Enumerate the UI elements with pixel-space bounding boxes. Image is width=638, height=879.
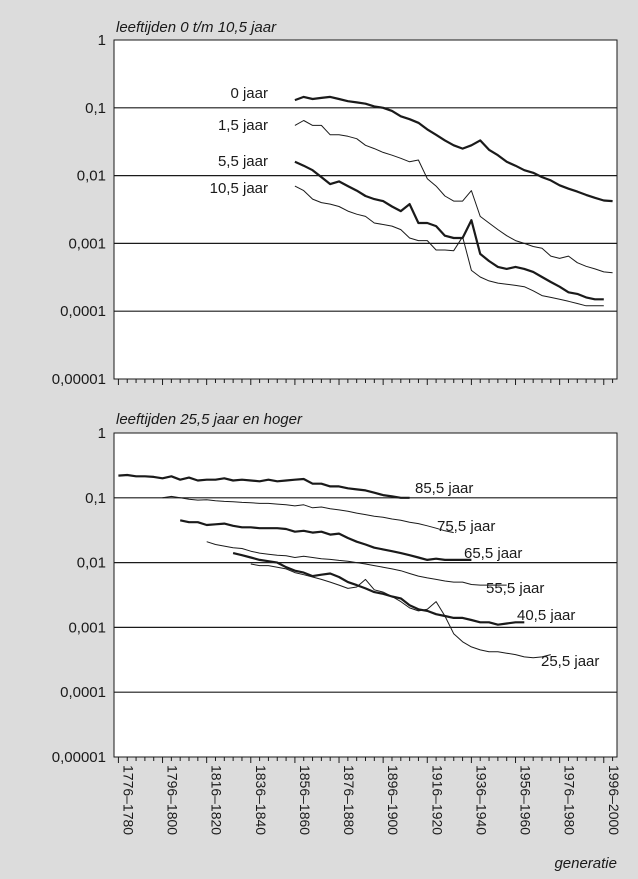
y-tick-label-1-3: 0,001 bbox=[68, 235, 106, 252]
series-label-2-5: 40,5 jaar bbox=[517, 607, 575, 624]
series-label-1-1: 0 jaar bbox=[230, 85, 268, 102]
series-line-1-3 bbox=[294, 160, 604, 301]
x-tick-label-7: 1916–1920 bbox=[429, 765, 445, 835]
series-label-2-4: 55,5 jaar bbox=[486, 580, 544, 597]
y-tick-label-1-0: 1 bbox=[98, 32, 106, 49]
x-tick-label-3: 1836–1840 bbox=[253, 765, 269, 835]
x-tick-label-4: 1856–1860 bbox=[297, 765, 313, 835]
series-line-2-5 bbox=[232, 552, 525, 626]
plot-area-2 bbox=[113, 432, 618, 758]
plot-area-1 bbox=[113, 39, 618, 380]
x-tick-label-1: 1796–1800 bbox=[165, 765, 181, 835]
x-tick-label-9: 1956–1960 bbox=[518, 765, 534, 835]
y-tick-label-1-5: 0,00001 bbox=[52, 371, 106, 388]
x-tick-label-11: 1996–2000 bbox=[606, 765, 622, 835]
series-line-1-4 bbox=[294, 185, 604, 307]
series-label-1-2: 1,5 jaar bbox=[218, 117, 268, 134]
y-tick-label-2-5: 0,00001 bbox=[52, 749, 106, 766]
panel-title-1: leeftijden 0 t/m 10,5 jaar bbox=[116, 19, 277, 36]
series-label-2-3: 65,5 jaar bbox=[464, 545, 522, 562]
series-label-1-4: 10,5 jaar bbox=[210, 180, 268, 197]
x-tick-label-10: 1976–1980 bbox=[562, 765, 578, 835]
series-label-2-1: 85,5 jaar bbox=[415, 480, 473, 497]
y-tick-label-2-3: 0,001 bbox=[68, 619, 106, 636]
series-label-2-6: 25,5 jaar bbox=[541, 653, 599, 670]
x-tick-label-0: 1776–1780 bbox=[120, 765, 136, 835]
panel-title-2: leeftijden 25,5 jaar en hoger bbox=[116, 411, 303, 428]
y-tick-label-1-4: 0,0001 bbox=[60, 303, 106, 320]
series-line-1-2 bbox=[294, 120, 613, 274]
y-tick-label-2-2: 0,01 bbox=[77, 555, 106, 572]
x-tick-label-6: 1896–1900 bbox=[385, 765, 401, 835]
series-line-2-3 bbox=[179, 519, 472, 561]
y-tick-label-2-1: 0,1 bbox=[85, 490, 106, 507]
series-line-2-4 bbox=[206, 541, 507, 586]
series-label-1-3: 5,5 jaar bbox=[218, 153, 268, 170]
series-line-2-6 bbox=[250, 563, 551, 659]
series-line-2-2 bbox=[162, 495, 454, 534]
series-line-2-1 bbox=[118, 473, 410, 499]
x-tick-label-5: 1876–1880 bbox=[341, 765, 357, 835]
y-tick-label-1-2: 0,01 bbox=[77, 168, 106, 185]
series-line-1-1 bbox=[294, 95, 613, 203]
x-tick-label-8: 1936–1940 bbox=[473, 765, 489, 835]
y-tick-label-2-0: 1 bbox=[98, 425, 106, 442]
y-tick-label-2-4: 0,0001 bbox=[60, 684, 106, 701]
y-tick-label-1-1: 0,1 bbox=[85, 100, 106, 117]
x-axis-label: generatie bbox=[554, 855, 617, 872]
x-tick-label-2: 1816–1820 bbox=[209, 765, 225, 835]
series-label-2-2: 75,5 jaar bbox=[437, 518, 495, 535]
